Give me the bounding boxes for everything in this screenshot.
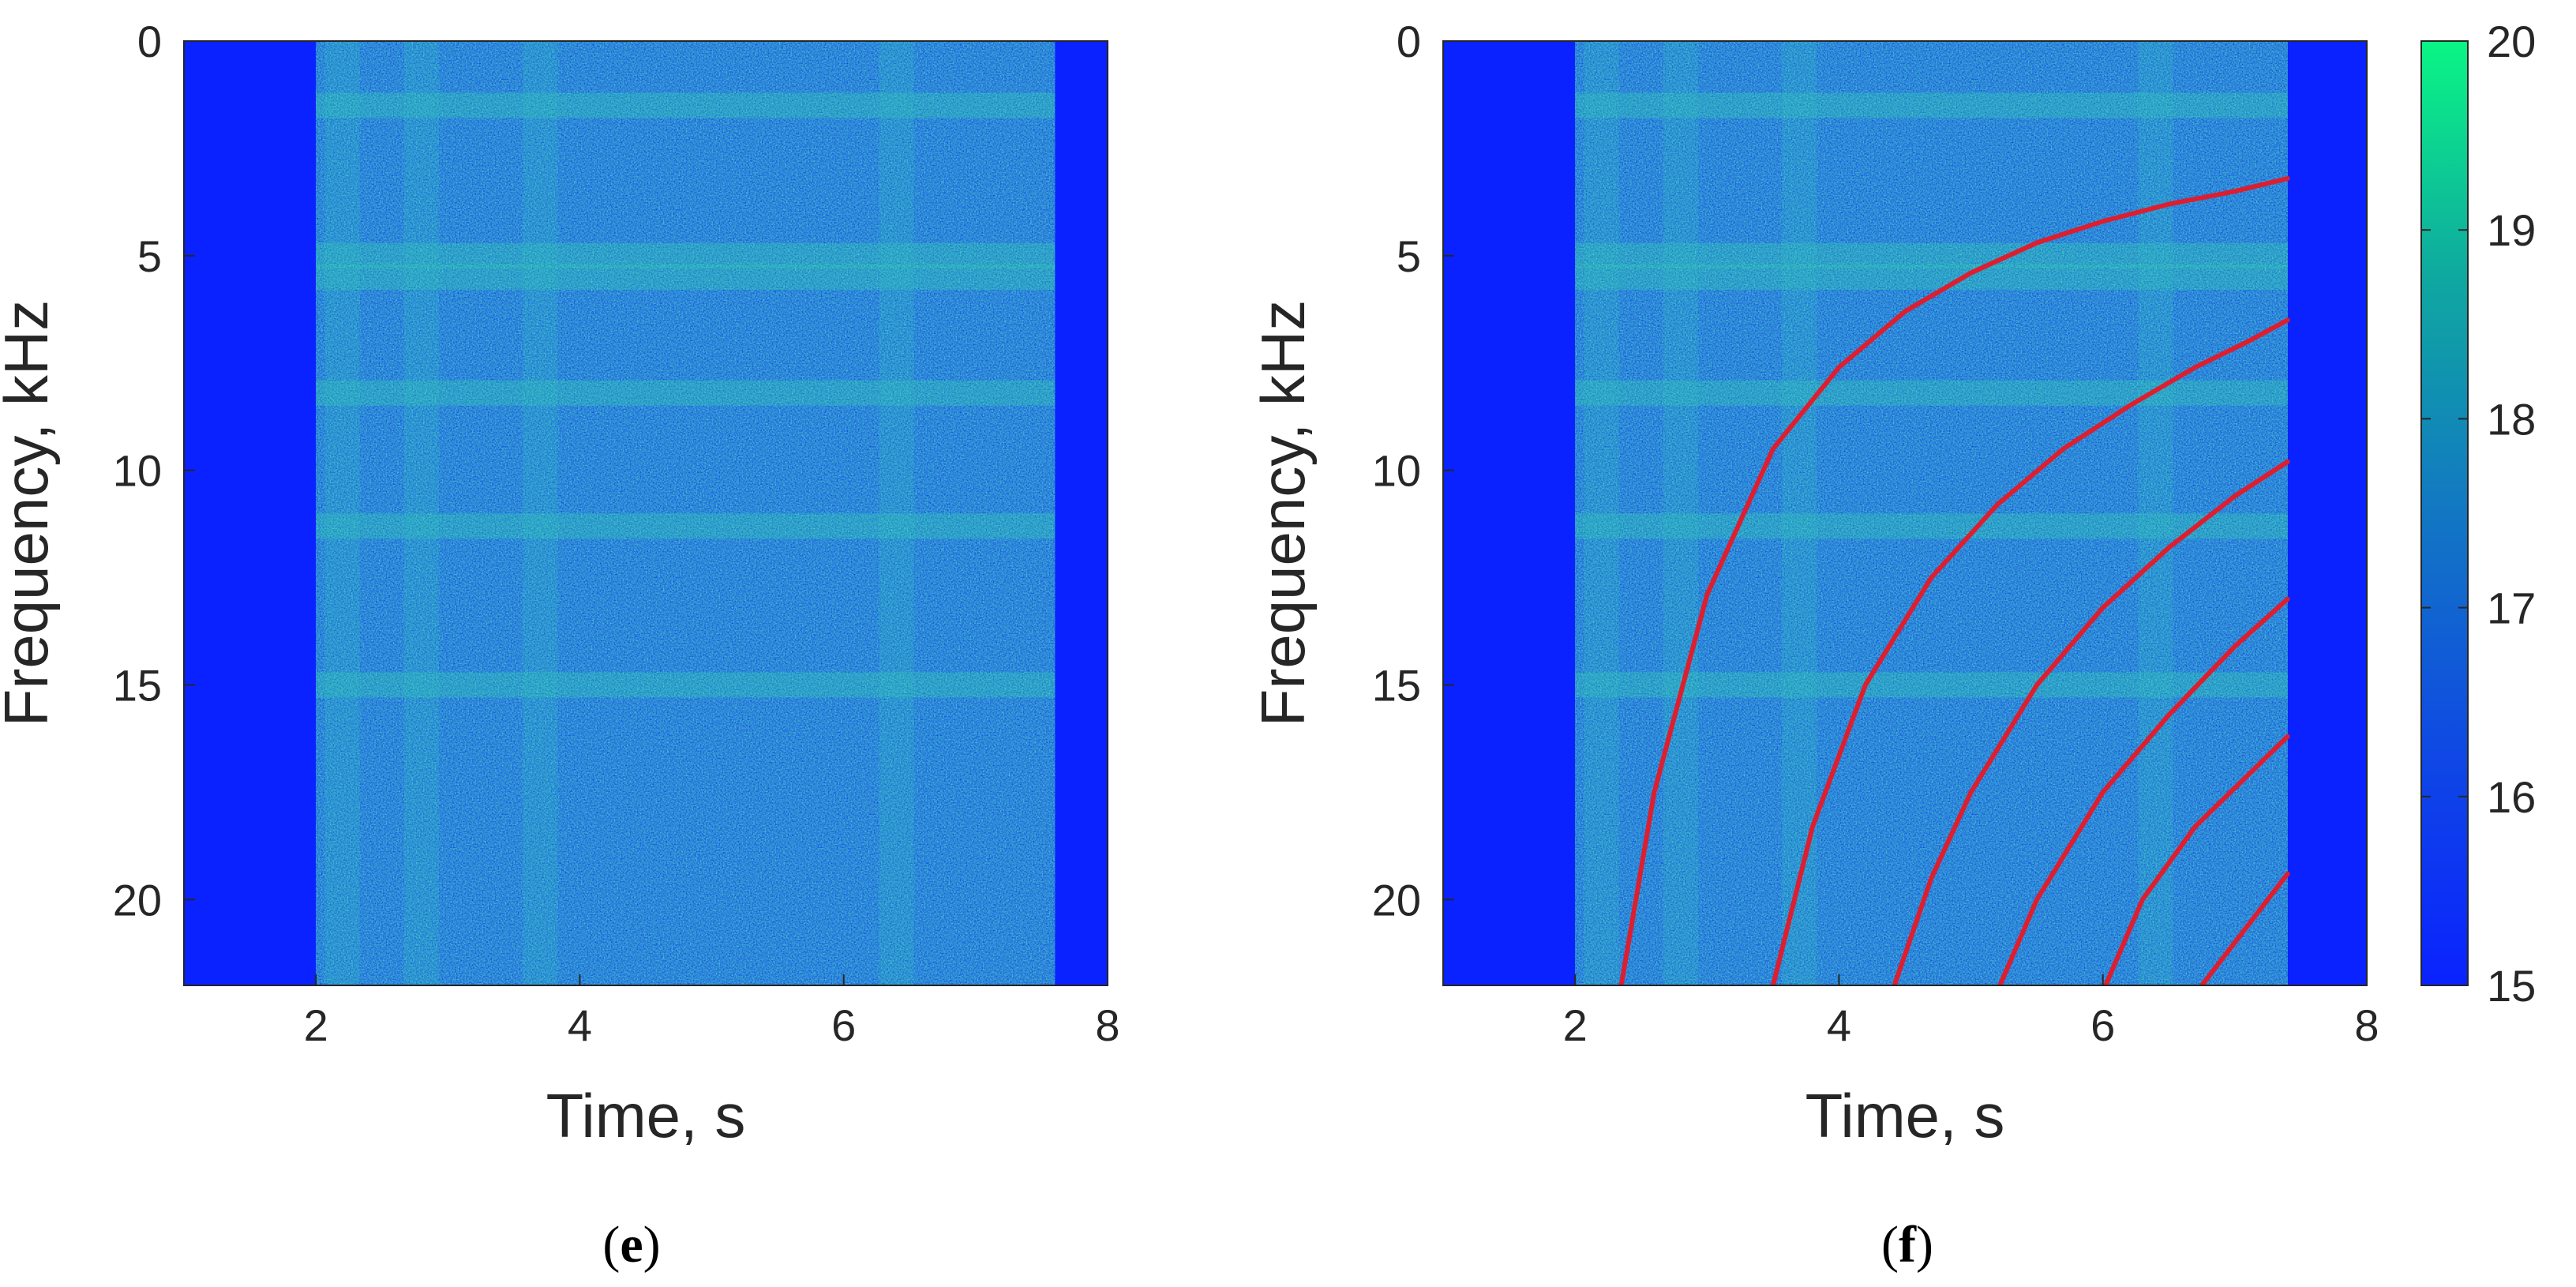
colorbar-tick-label: 18 <box>2487 394 2536 444</box>
x-tick-label: 4 <box>1827 1000 1851 1050</box>
colorbar-gradient <box>2420 40 2469 986</box>
x-axis-label: Time, s <box>1805 1081 2005 1150</box>
x-axis-label: Time, s <box>546 1081 746 1150</box>
overlay-curve-2 <box>1770 317 2290 985</box>
x-tick-label: 2 <box>304 1000 328 1050</box>
spectrogram-f <box>1443 41 2367 985</box>
overlay-curve-5 <box>2103 734 2290 985</box>
panel-f: 2 4 6 8 0 5 10 15 20 Time, s Frequency, kHz <box>1248 17 2379 1150</box>
colorbar: 15 16 17 18 19 20 <box>2420 17 2536 1011</box>
colorbar-tick-label: 19 <box>2487 205 2536 255</box>
y-tick-label: 0 <box>137 17 162 66</box>
overlay-curve-3 <box>1892 459 2290 985</box>
noise-texture <box>1575 41 2288 985</box>
x-tick-label: 4 <box>568 1000 592 1050</box>
plot-frame <box>1442 40 2368 986</box>
x-tick-label: 6 <box>2090 1000 2115 1050</box>
overlay-curve-4 <box>1997 596 2290 985</box>
caption-f: (f) <box>1881 1216 1933 1274</box>
y-tick-label: 10 <box>113 446 162 496</box>
x-tick-label: 2 <box>1563 1000 1588 1050</box>
overlay-curve-6 <box>2199 871 2290 985</box>
y-tick-label: 20 <box>113 875 162 925</box>
x-tick-label: 8 <box>2354 1000 2379 1050</box>
y-axis-label: Frequency, kHz <box>1248 300 1318 726</box>
caption-e: (e) <box>602 1216 660 1274</box>
colorbar-ticks: 15 16 17 18 19 20 <box>2421 17 2536 1011</box>
plot-frame <box>183 40 1108 986</box>
x-tick-label: 8 <box>1095 1000 1119 1050</box>
noise-texture <box>316 41 1056 985</box>
colorbar-tick-label: 15 <box>2487 961 2536 1011</box>
y-tick-label: 5 <box>137 231 162 281</box>
y-tick-label: 15 <box>1372 660 1421 710</box>
panel-e: 2 4 6 8 0 5 10 15 20 Time, s Frequency, kHz <box>0 17 1120 1150</box>
spectrogram-e <box>184 41 1108 985</box>
y-tick-label: 15 <box>113 660 162 710</box>
colorbar-tick-label: 20 <box>2487 17 2536 66</box>
y-axis-label: Frequency, kHz <box>0 300 61 726</box>
y-tick-label: 10 <box>1372 446 1421 496</box>
colorbar-tick-label: 17 <box>2487 583 2536 633</box>
y-tick-label: 5 <box>1397 231 1421 281</box>
y-tick-label: 0 <box>1397 17 1421 66</box>
x-tick-label: 6 <box>831 1000 856 1050</box>
y-tick-label: 20 <box>1372 875 1421 925</box>
overlay-curve-1 <box>1618 176 2290 985</box>
colorbar-tick-label: 16 <box>2487 772 2536 822</box>
